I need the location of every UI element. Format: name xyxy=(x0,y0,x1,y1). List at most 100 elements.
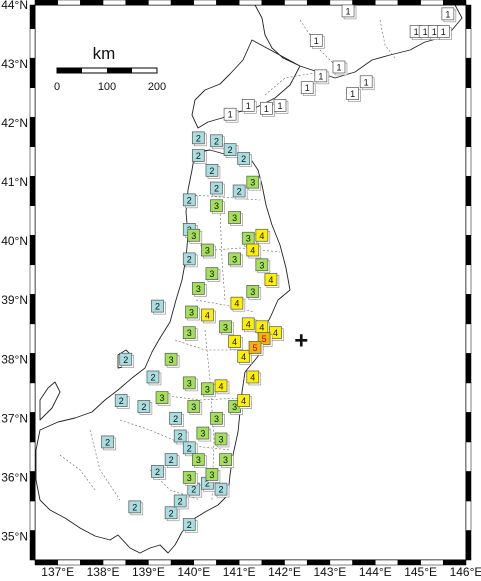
latitude-labels: 35°N 36°N 37°N 38°N 39°N 40°N 41°N 42°N 43°N 44°N xyxy=(1,0,28,543)
border-segment-top xyxy=(284,0,308,6)
intensity-station-1: 1 xyxy=(341,4,357,20)
longitude-labels: 137°E 138°E 139°E 140°E 141°E 142°E 143°E 144°E… xyxy=(41,565,481,579)
border-segment-left xyxy=(29,530,36,561)
intensity-value: 3 xyxy=(196,284,201,294)
intensity-value: 3 xyxy=(250,178,255,188)
intensity-station-3: 3 xyxy=(155,391,171,406)
intensity-station-4: 4 xyxy=(264,273,280,288)
intensity-station-2: 2 xyxy=(182,518,198,533)
latitude-label: 40°N xyxy=(1,234,28,248)
border-segment-left xyxy=(29,500,36,531)
intensity-station-3: 3 xyxy=(210,199,225,215)
latitude-label: 37°N xyxy=(1,411,28,425)
intensity-station-3: 3 xyxy=(185,305,200,321)
border-segment-top xyxy=(261,0,285,6)
intensity-station-1: 1 xyxy=(273,99,289,114)
intensity-value: 1 xyxy=(423,27,428,37)
intensity-value: 4 xyxy=(219,381,224,391)
intensity-value: 1 xyxy=(246,101,251,111)
intensity-value: 2 xyxy=(187,254,192,264)
border-segment-right xyxy=(465,205,472,236)
intensity-station-3: 3 xyxy=(214,432,230,448)
longitude-label: 138°E xyxy=(87,565,120,579)
intensity-value: 2 xyxy=(209,166,214,176)
intensity-value: 2 xyxy=(241,154,246,164)
intensity-value: 4 xyxy=(241,396,246,406)
intensity-station-3: 3 xyxy=(246,175,262,191)
border-segment-right xyxy=(465,116,472,147)
intensity-value: 2 xyxy=(169,455,174,465)
border-segment-left xyxy=(29,146,36,177)
border-segment-right xyxy=(465,353,472,384)
intensity-station-1: 1 xyxy=(359,75,375,91)
intensity-value: 2 xyxy=(219,485,224,495)
intensity-station-2: 2 xyxy=(191,149,207,164)
intensity-value: 4 xyxy=(250,372,255,382)
intensity-station-3: 3 xyxy=(182,326,198,341)
intensity-value: 1 xyxy=(414,27,419,37)
intensity-station-4: 4 xyxy=(241,317,257,333)
border-segment-left xyxy=(29,116,36,147)
epicenter-marker: + xyxy=(294,327,308,354)
border-segment-left xyxy=(29,57,36,88)
intensity-station-2: 2 xyxy=(164,506,180,522)
intensity-station-2: 2 xyxy=(151,299,166,315)
intensity-station-3: 3 xyxy=(219,453,234,468)
intensity-value: 3 xyxy=(160,393,165,403)
scale-tick-200: 200 xyxy=(148,81,166,93)
intensity-station-3: 3 xyxy=(228,211,243,226)
border-segment-left xyxy=(29,87,36,118)
border-segment-top xyxy=(148,0,172,6)
border-segment-right xyxy=(465,146,472,177)
intensity-value: 3 xyxy=(232,213,237,223)
intensity-value: 1 xyxy=(228,110,233,120)
border-segment-left xyxy=(29,264,36,295)
intensity-station-1: 1 xyxy=(241,99,257,114)
intensity-value: 2 xyxy=(228,145,233,155)
intensity-value: 1 xyxy=(305,83,310,93)
intensity-value: 3 xyxy=(214,414,219,424)
border-segment-left xyxy=(29,382,36,413)
intensity-value: 3 xyxy=(214,201,219,211)
intensity-station-2: 2 xyxy=(182,193,198,209)
intensity-station-2: 2 xyxy=(101,435,116,451)
intensity-value: 3 xyxy=(223,455,228,465)
intensity-station-1: 1 xyxy=(314,69,330,85)
intensity-station-4: 4 xyxy=(255,228,271,244)
noto-peninsula xyxy=(39,381,61,421)
intensity-value: 2 xyxy=(178,432,183,442)
border-segment-right xyxy=(465,235,472,266)
intensity-value: 3 xyxy=(187,378,192,388)
intensity-station-1: 1 xyxy=(223,107,239,123)
intensity-station-2: 2 xyxy=(164,453,180,468)
border-segment-top xyxy=(80,0,104,6)
intensity-station-3: 3 xyxy=(182,376,198,392)
intensity-station-2: 2 xyxy=(182,441,198,457)
intensity-value: 1 xyxy=(277,101,282,111)
border-segment-left xyxy=(29,353,36,384)
intensity-station-4: 4 xyxy=(255,320,271,336)
intensity-value: 2 xyxy=(132,502,137,512)
intensity-value: 3 xyxy=(250,287,255,297)
intensity-station-3: 3 xyxy=(210,411,225,427)
intensity-station-4: 4 xyxy=(269,326,284,341)
intensity-value: 2 xyxy=(187,195,192,205)
border-segment-left xyxy=(29,4,36,29)
intensity-station-2: 2 xyxy=(214,482,230,498)
intensity-value: 2 xyxy=(178,496,183,506)
border-segment-right xyxy=(465,382,472,413)
intensity-value: 4 xyxy=(259,231,264,241)
scale-tick-0: 0 xyxy=(54,81,60,93)
intensity-station-2: 2 xyxy=(151,465,166,480)
intensity-value: 3 xyxy=(246,234,251,244)
border-segment-top xyxy=(238,0,263,6)
intensity-value: 1 xyxy=(318,71,323,81)
intensity-station-4: 4 xyxy=(237,394,252,409)
intensity-station-2: 2 xyxy=(146,370,162,386)
intensity-value: 2 xyxy=(214,136,219,146)
border-segment-top xyxy=(193,0,217,6)
border-segment-left xyxy=(29,471,36,502)
intensity-station-2: 2 xyxy=(223,143,239,158)
border-segment-right xyxy=(465,412,472,443)
